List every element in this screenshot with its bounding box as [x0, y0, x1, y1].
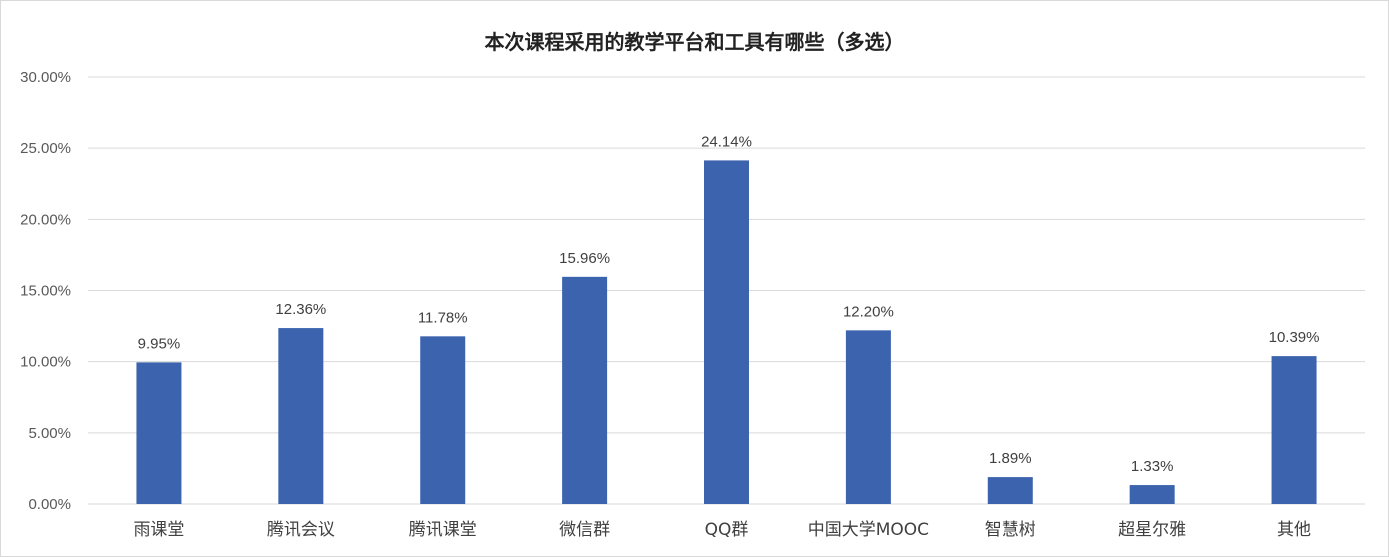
chart-title: 本次课程采用的教学平台和工具有哪些（多选）	[484, 30, 905, 54]
data-label: 24.14%	[701, 133, 752, 150]
x-category-label: 微信群	[559, 520, 610, 540]
x-category-label: 其他	[1277, 520, 1311, 540]
x-category-label: 腾讯课堂	[409, 520, 477, 540]
x-category-label: 中国大学MOOC	[808, 520, 929, 540]
data-label: 11.78%	[418, 309, 468, 326]
data-label: 10.39%	[1269, 329, 1320, 346]
x-category-label: 雨课堂	[133, 520, 184, 540]
y-tick-label: 25.00%	[20, 140, 71, 157]
y-tick-label: 5.00%	[28, 425, 71, 442]
x-category-label: 超星尔雅	[1118, 520, 1186, 540]
data-label: 9.95%	[138, 335, 181, 352]
data-label: 12.36%	[275, 301, 326, 318]
x-category-label: 智慧树	[985, 520, 1036, 540]
bar	[562, 276, 608, 504]
bar	[1271, 356, 1317, 504]
y-tick-label: 0.00%	[28, 496, 71, 513]
y-tick-label: 30.00%	[20, 69, 71, 86]
bar	[845, 330, 891, 504]
bar	[987, 477, 1033, 504]
bar	[704, 160, 749, 504]
bar	[1129, 485, 1175, 504]
x-category-label: QQ群	[705, 520, 749, 540]
bar	[420, 336, 466, 504]
y-tick-label: 20.00%	[20, 211, 71, 228]
data-label: 15.96%	[559, 250, 610, 267]
bar	[136, 362, 182, 504]
bar	[278, 328, 324, 504]
data-label: 1.89%	[989, 450, 1032, 467]
y-tick-label: 10.00%	[20, 354, 71, 371]
x-category-label: 腾讯会议	[267, 520, 335, 540]
y-tick-label: 15.00%	[20, 283, 71, 300]
data-label: 12.20%	[843, 303, 894, 320]
data-label: 1.33%	[1131, 458, 1174, 475]
